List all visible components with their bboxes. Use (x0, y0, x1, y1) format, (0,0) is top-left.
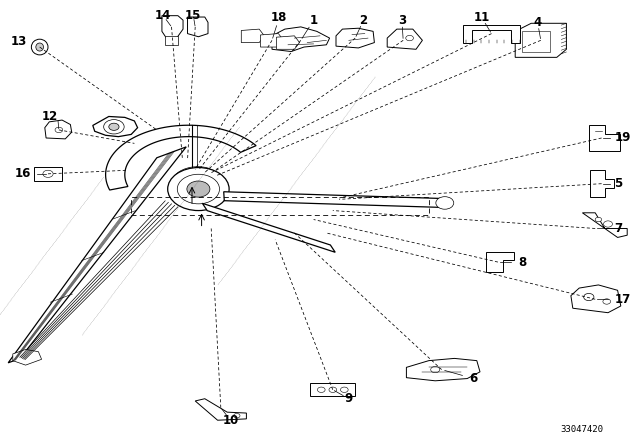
Text: 17: 17 (614, 293, 630, 306)
Circle shape (168, 168, 229, 211)
Polygon shape (8, 147, 186, 363)
Bar (34, 167, 62, 181)
Circle shape (55, 127, 63, 133)
Polygon shape (590, 170, 614, 197)
Text: 33047420: 33047420 (560, 425, 603, 434)
Circle shape (595, 217, 602, 222)
Text: 1: 1 (310, 13, 317, 27)
Polygon shape (45, 120, 72, 139)
Text: 8: 8 (518, 255, 527, 269)
Polygon shape (272, 27, 330, 52)
Polygon shape (486, 252, 514, 272)
Ellipse shape (182, 172, 208, 186)
Polygon shape (202, 203, 335, 252)
Circle shape (604, 221, 612, 227)
Ellipse shape (36, 43, 44, 51)
Text: 6: 6 (470, 372, 477, 385)
Polygon shape (582, 213, 627, 237)
Circle shape (43, 170, 53, 177)
Text: 13: 13 (11, 34, 27, 48)
Ellipse shape (31, 39, 48, 55)
Circle shape (431, 366, 440, 373)
Text: 19: 19 (614, 131, 631, 145)
Bar (522, 31, 550, 52)
Polygon shape (93, 116, 138, 137)
Circle shape (406, 35, 413, 41)
Circle shape (317, 387, 325, 392)
Circle shape (187, 181, 210, 197)
Polygon shape (241, 29, 264, 43)
Text: 10: 10 (222, 414, 239, 427)
Circle shape (329, 387, 337, 392)
Polygon shape (463, 25, 520, 43)
Polygon shape (336, 28, 374, 48)
Circle shape (436, 197, 454, 209)
Bar (310, 383, 355, 396)
Text: 15: 15 (185, 9, 202, 22)
Circle shape (234, 414, 240, 418)
Polygon shape (13, 349, 42, 365)
Polygon shape (106, 125, 256, 190)
Text: 4: 4 (534, 16, 541, 29)
Text: 5: 5 (614, 177, 623, 190)
Polygon shape (224, 192, 442, 207)
Polygon shape (276, 36, 300, 49)
Text: 3: 3 (398, 13, 406, 27)
Polygon shape (195, 399, 246, 420)
Polygon shape (260, 34, 284, 47)
Text: 14: 14 (155, 9, 172, 22)
Text: 12: 12 (42, 110, 58, 123)
Polygon shape (406, 358, 480, 381)
Circle shape (177, 174, 220, 204)
Polygon shape (387, 29, 422, 49)
Text: 7: 7 (614, 222, 623, 235)
Polygon shape (188, 17, 208, 37)
Circle shape (340, 387, 348, 392)
Ellipse shape (173, 167, 218, 192)
Bar (165, 36, 178, 45)
Text: 2: 2 (360, 13, 367, 27)
Polygon shape (589, 125, 620, 151)
Circle shape (584, 293, 594, 301)
Text: 9: 9 (345, 392, 353, 405)
Polygon shape (515, 23, 566, 57)
Text: 18: 18 (271, 11, 287, 25)
Circle shape (109, 123, 119, 130)
Text: 16: 16 (14, 167, 31, 181)
Circle shape (603, 299, 611, 304)
Polygon shape (162, 16, 183, 38)
Text: 11: 11 (474, 11, 490, 25)
Circle shape (104, 120, 124, 134)
Polygon shape (571, 285, 621, 313)
